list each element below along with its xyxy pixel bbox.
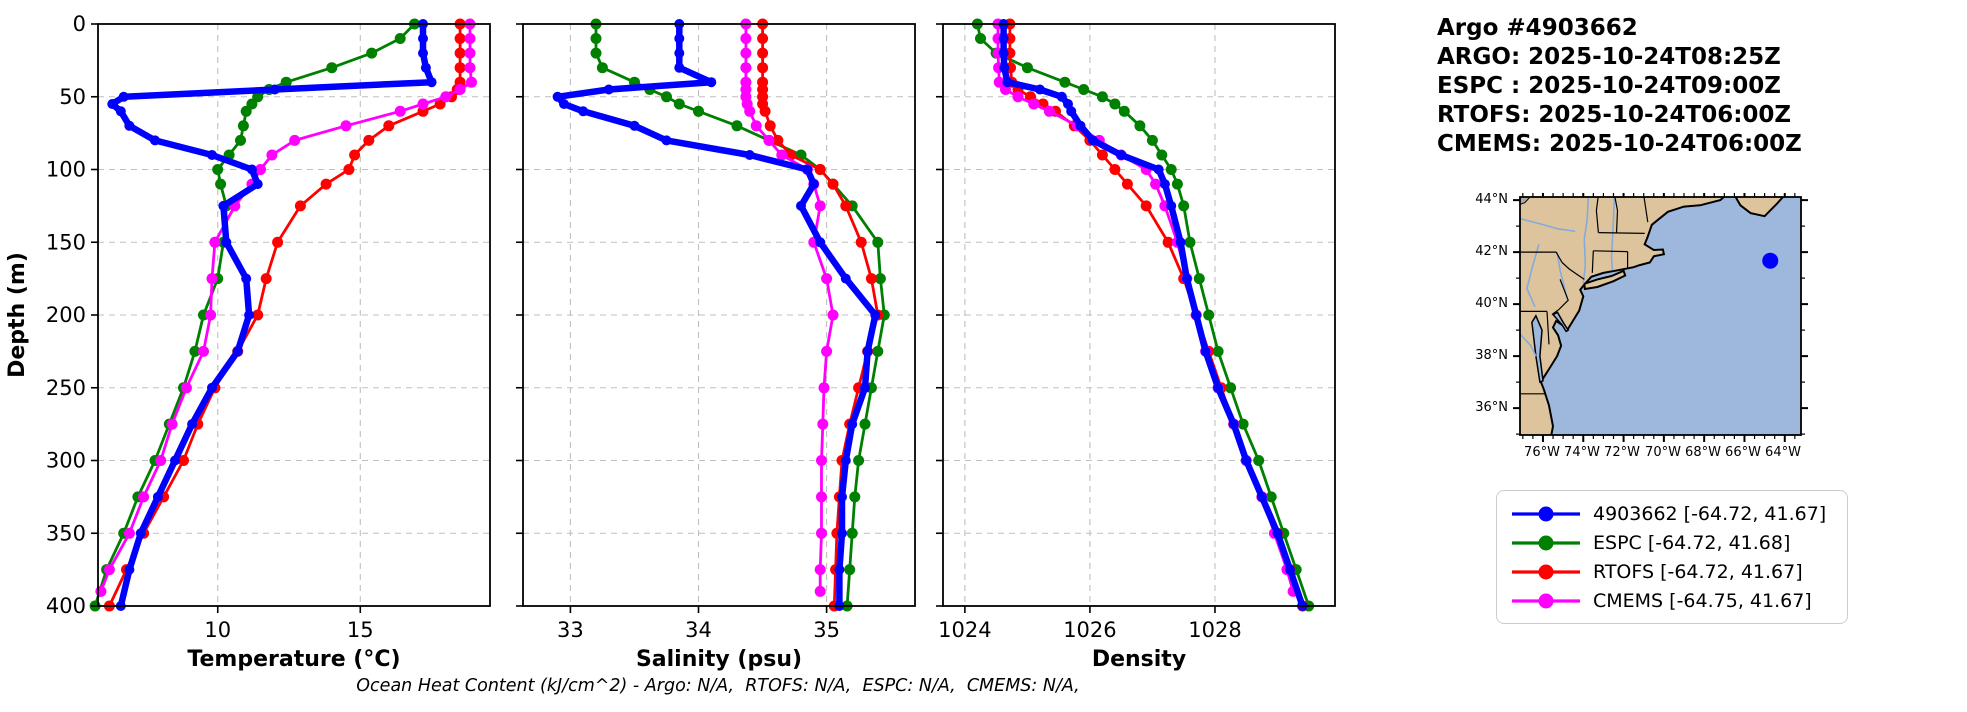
- location-map: [1512, 193, 1812, 453]
- legend-line-marker-icon: [1512, 506, 1580, 521]
- gridlines: [943, 23, 1335, 607]
- x-tick-label: 34: [685, 618, 712, 642]
- x-axis-label: Temperature (°C): [187, 647, 400, 672]
- gridlines: [98, 23, 490, 607]
- map-lat-label-42n: 42°N: [1475, 244, 1508, 259]
- espc-timestamp: ESPC : 2025-10-24T09:00Z: [1437, 73, 1781, 99]
- legend-line-marker-icon: [1512, 535, 1580, 550]
- map-lat-label-40n: 40°N: [1475, 296, 1508, 311]
- map-state-borders: [1520, 197, 1649, 395]
- gridlines: [523, 23, 915, 607]
- legend: 4903662 [-64.72, 41.67] ESPC [-64.72, 41…: [1496, 490, 1848, 624]
- legend-line-marker-icon: [1512, 564, 1580, 579]
- cmems-timestamp: CMEMS: 2025-10-24T06:00Z: [1437, 131, 1802, 157]
- depth-tick-label: 200: [46, 303, 86, 327]
- map-land: [1520, 197, 1785, 435]
- x-tick-label: 1028: [1188, 618, 1241, 642]
- legend-label-rtofs: RTOFS [-64.72, 41.67]: [1593, 560, 1803, 583]
- map-lon-label-72w: 72°W: [1604, 445, 1640, 460]
- x-tick-label: 15: [347, 618, 374, 642]
- map-rivers: [1520, 197, 1616, 357]
- depth-tick-label: 350: [46, 521, 86, 545]
- legend-item-argo: 4903662 [-64.72, 41.67]: [1507, 499, 1835, 528]
- legend-label-espc: ESPC [-64.72, 41.68]: [1593, 531, 1791, 554]
- legend-item-cmems: CMEMS [-64.75, 41.67]: [1507, 586, 1835, 615]
- x-tick-label: 35: [813, 618, 840, 642]
- legend-line-marker-icon: [1512, 593, 1580, 608]
- map-lon-label-64w: 64°W: [1765, 445, 1801, 460]
- axis-ticks: [936, 23, 1216, 613]
- map-lon-label-76w: 76°W: [1524, 445, 1560, 460]
- depth-tick-label: 150: [46, 230, 86, 254]
- series-cmems: [992, 18, 1299, 597]
- y-axis-label: Depth (m): [5, 252, 30, 378]
- series-4903662: [107, 19, 437, 611]
- argo-timestamp: ARGO: 2025-10-24T08:25Z: [1437, 44, 1781, 70]
- legend-label-cmems: CMEMS [-64.75, 41.67]: [1593, 589, 1812, 612]
- legend-item-rtofs: RTOFS [-64.72, 41.67]: [1507, 557, 1835, 586]
- depth-tick-label: 100: [46, 158, 86, 182]
- map-frame: [1519, 196, 1802, 436]
- x-axis-label: Density: [1092, 647, 1186, 672]
- axis-ticks: [91, 23, 362, 613]
- series-espc: [971, 18, 1315, 612]
- x-tick-label: 1024: [938, 618, 991, 642]
- x-axis-label: Salinity (psu): [636, 647, 802, 672]
- map-canvas: [1513, 193, 1808, 442]
- float-id-title: Argo #4903662: [1437, 15, 1638, 41]
- map-lon-label-68w: 68°W: [1685, 445, 1721, 460]
- title-block: Argo #4903662 ARGO: 2025-10-24T08:25Z ES…: [1437, 14, 1802, 159]
- map-lon-label-70w: 70°W: [1645, 445, 1681, 460]
- map-lat-label-38n: 38°N: [1475, 348, 1508, 363]
- rtofs-timestamp: RTOFS: 2025-10-24T06:00Z: [1437, 102, 1792, 128]
- x-tick-label: 10: [204, 618, 231, 642]
- legend-label-argo: 4903662 [-64.72, 41.67]: [1593, 502, 1827, 525]
- salinity-panel: 33 34 35 Salinity (psu): [516, 18, 916, 672]
- float-position-marker: [1762, 252, 1779, 269]
- map-lat-label-36n: 36°N: [1475, 400, 1508, 415]
- map-ticks: [1513, 193, 1808, 442]
- legend-item-espc: ESPC [-64.72, 41.68]: [1507, 528, 1835, 557]
- x-tick-label: 1026: [1063, 618, 1116, 642]
- map-lon-label-66w: 66°W: [1725, 445, 1761, 460]
- ocean-heat-content-annotation: Ocean Heat Content (kJ/cm^2) - Argo: N/A…: [356, 676, 1080, 696]
- map-lon-label-74w: 74°W: [1564, 445, 1600, 460]
- depth-tick-label: 250: [46, 376, 86, 400]
- series-4903662: [552, 19, 881, 611]
- map-lat-label-44n: 44°N: [1475, 192, 1508, 207]
- series-cmems: [740, 18, 839, 597]
- axis-ticks: [516, 23, 828, 613]
- x-tick-label: 33: [557, 618, 584, 642]
- depth-tick-label: 0: [73, 12, 86, 36]
- depth-tick-label: 50: [59, 85, 86, 109]
- depth-tick-label: 300: [46, 449, 86, 473]
- depth-tick-label: 400: [46, 594, 86, 618]
